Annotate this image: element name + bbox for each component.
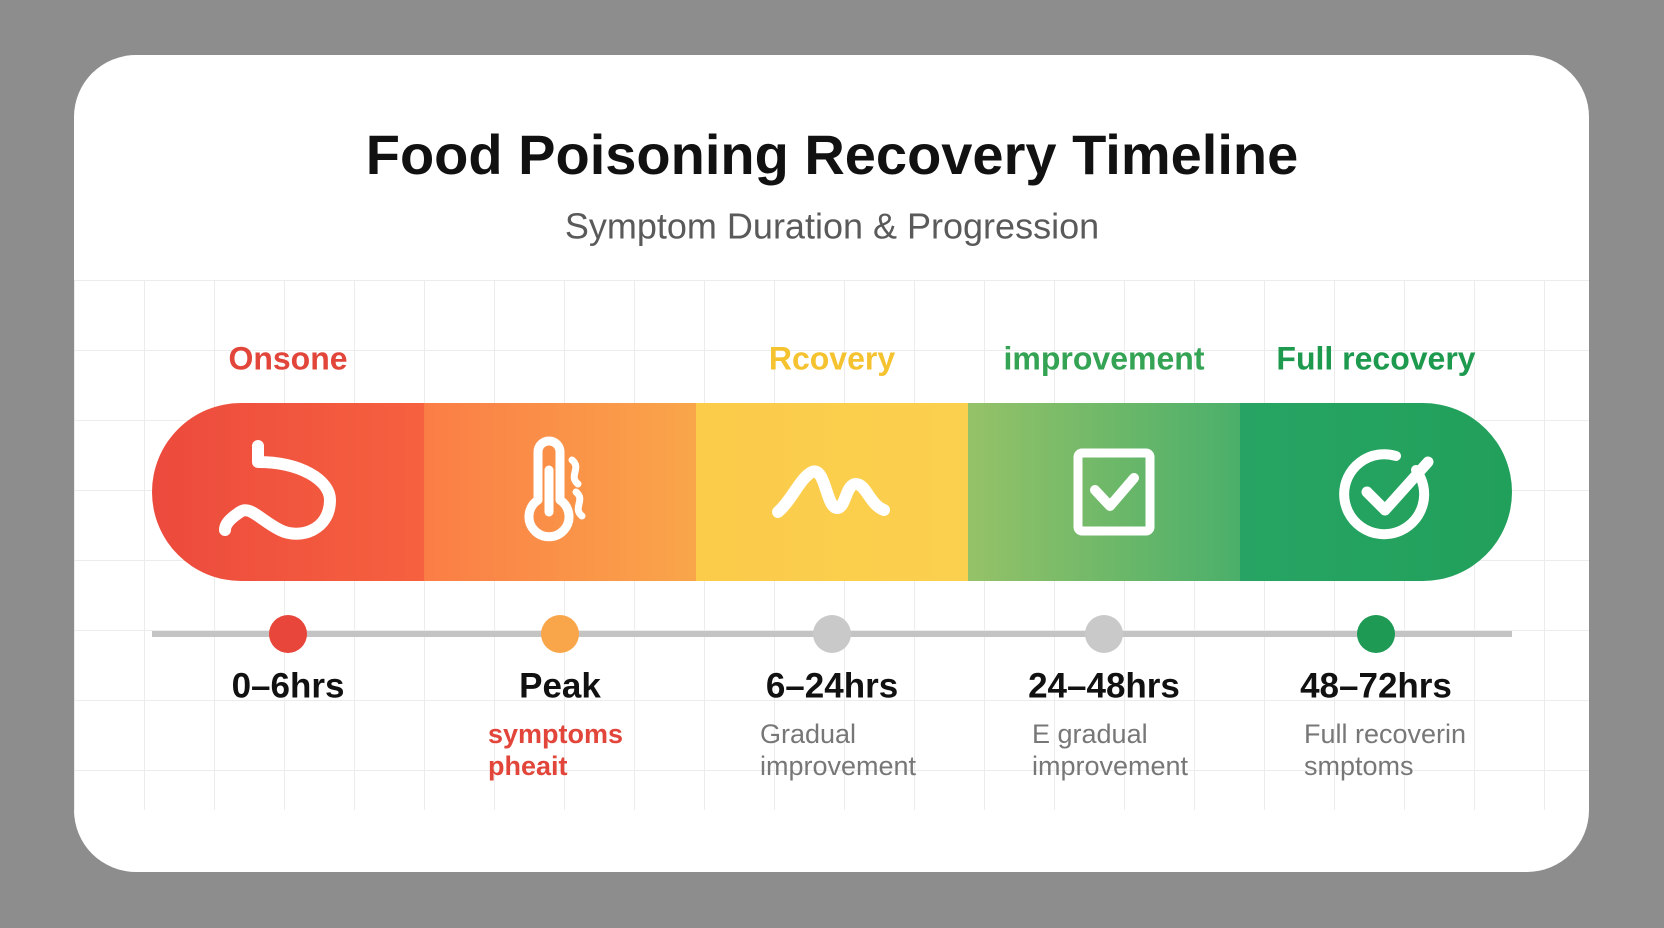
stage-description: E gradual: [1032, 719, 1148, 749]
subtitle: Symptom Duration & Progression: [565, 206, 1099, 247]
title: Food Poisoning Recovery Timeline: [366, 123, 1298, 186]
stage-time: 24–48hrs: [1028, 666, 1180, 705]
stage-time: 48–72hrs: [1300, 666, 1452, 705]
bar-segment: [1240, 403, 1512, 581]
stage-time: 6–24hrs: [766, 666, 898, 705]
timeline-dot: [813, 615, 851, 653]
timeline-dot: [269, 615, 307, 653]
icons: [219, 436, 1434, 542]
stage-description: improvement: [1032, 751, 1189, 781]
stage-description: pheait: [488, 751, 568, 781]
timeline-dot: [1085, 615, 1123, 653]
stage-description: symptoms: [488, 719, 623, 749]
stage-description: improvement: [760, 751, 917, 781]
checkbox-icon: [1073, 448, 1155, 536]
timeline-dot: [1357, 615, 1395, 653]
wave-icon: [772, 465, 890, 518]
stage-description: Full recoverin: [1304, 719, 1466, 749]
stage-description: Gradual: [760, 719, 856, 749]
check-circle-icon: [1339, 449, 1434, 540]
bar-segment: [968, 403, 1241, 581]
stage-time: Peak: [519, 666, 601, 705]
stage-time: 0–6hrs: [232, 666, 345, 705]
stomach-icon: [219, 440, 336, 540]
stage-label: improvement: [1004, 340, 1205, 376]
stage-description: smptoms: [1304, 751, 1414, 781]
stage-label: Full recovery: [1276, 340, 1475, 376]
timeline-dot: [541, 615, 579, 653]
thermometer-icon: [524, 436, 586, 542]
stage-label: Rcovery: [769, 340, 896, 376]
stage-label: Onsone: [228, 340, 347, 376]
bar-segment: [152, 403, 425, 581]
progress-bar: [152, 403, 1512, 581]
